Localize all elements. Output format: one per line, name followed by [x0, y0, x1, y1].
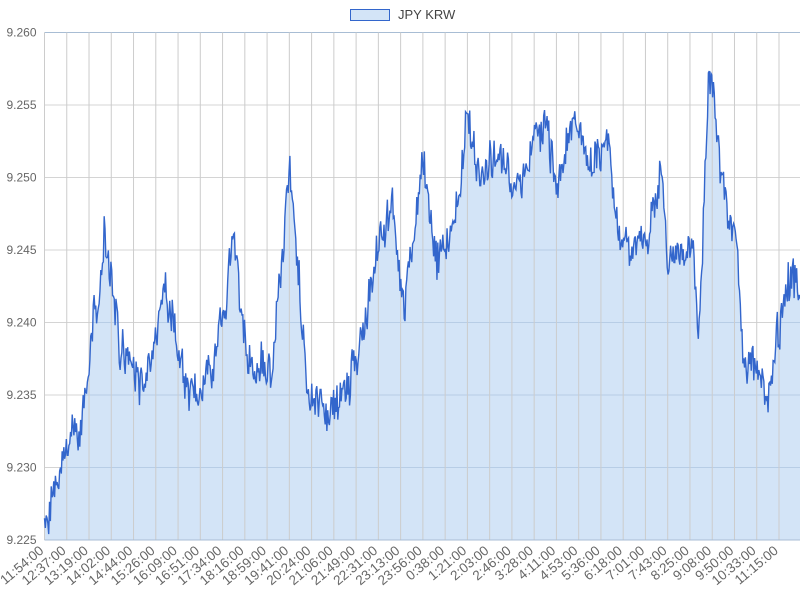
- svg-text:9.230: 9.230: [6, 461, 36, 475]
- svg-text:9.225: 9.225: [6, 533, 36, 547]
- svg-text:9.245: 9.245: [6, 243, 36, 257]
- svg-text:9.260: 9.260: [6, 26, 36, 40]
- svg-text:9.235: 9.235: [6, 388, 36, 402]
- svg-text:9.240: 9.240: [6, 316, 36, 330]
- svg-text:9.250: 9.250: [6, 171, 36, 185]
- svg-text:9.255: 9.255: [6, 98, 36, 112]
